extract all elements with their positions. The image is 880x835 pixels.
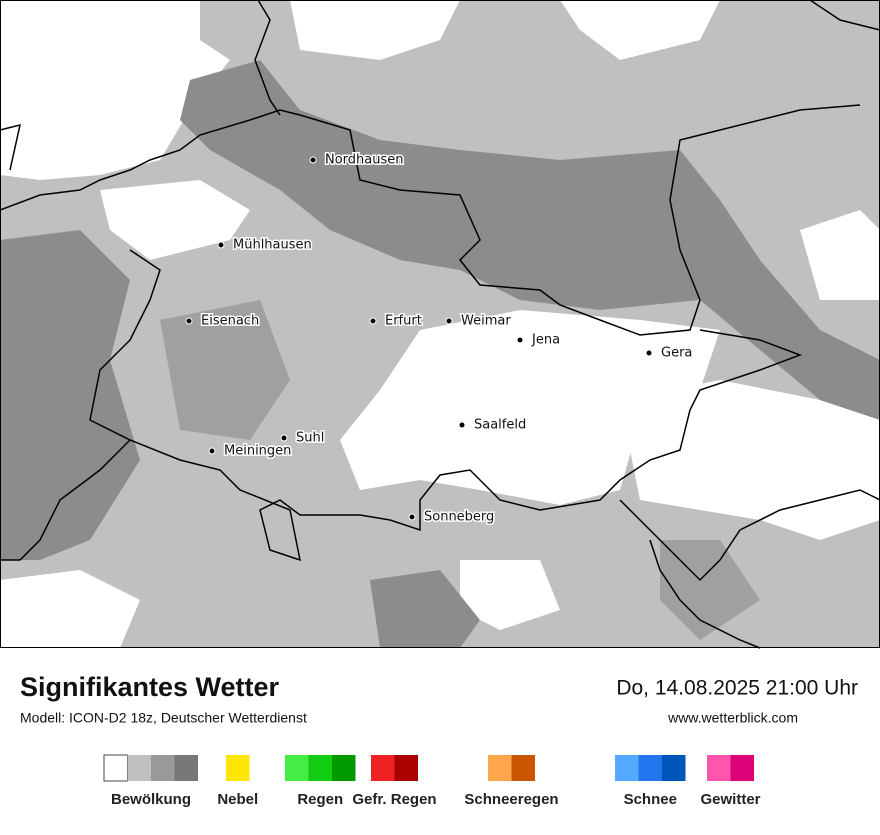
website: www.wetterblick.com [667,710,798,726]
city-label: Gera [661,346,692,361]
state-border [0,104,861,336]
clear-area [290,0,460,60]
clear-area [620,380,880,540]
city-dot [309,156,317,164]
legend-swatch [226,755,250,781]
city-dot [645,349,653,357]
legend-label: Nebel [217,791,258,808]
legend: Bewölkung Nebel Regen Gefr. Regen Schneerege… [103,754,761,808]
legend-label: Bewölkung [111,791,191,808]
legend-swatch [308,755,332,781]
city-label: Nordhausen [325,153,404,168]
cities: Nordhausen Mühlhausen Eisenach Erfurt Weimar… [185,151,694,526]
legend-label: Schneeregen [464,791,558,808]
dense-cloud [370,570,480,648]
city-dot [408,513,416,521]
legend-swatch [394,755,418,781]
legend-swatch [511,755,535,781]
state-border [0,123,21,171]
clear-area [0,570,140,648]
legend-swatch [103,754,128,782]
legend-swatch [127,755,151,781]
borders [0,0,880,649]
dense-cloud [180,60,880,420]
legend-swatch [285,755,309,781]
legend-swatch [332,755,356,781]
state-border [254,0,281,116]
legend-swatch [730,755,754,781]
clear-area [340,310,720,505]
country-border [619,489,880,582]
clear-area [800,210,880,300]
state-border [809,0,880,31]
state-border [0,439,131,561]
city-label: Eisenach [201,314,259,329]
legend-swatch [151,755,175,781]
city-dot [445,317,453,325]
city-dot [516,336,524,344]
legend-label: Gewitter [700,791,760,808]
city-label: Jena [531,333,560,348]
city-dot [280,434,288,442]
country-border [649,539,761,649]
dense-cloud [0,230,140,560]
legend-swatch [488,755,512,781]
clear-area [0,0,230,180]
city-label: Saalfeld [474,418,526,433]
legend-swatch [615,755,639,781]
datetime: Do, 14.08.2025 21:00 Uhr [616,677,858,700]
city-label: Sonneberg [424,510,494,525]
city-label: Weimar [461,314,511,329]
clear-area [560,0,720,60]
city-label: Suhl [296,431,324,446]
city-dot [208,447,216,455]
clear-area [100,180,250,260]
title: Signifikantes Wetter [20,672,280,702]
legend-swatch [174,755,198,781]
map: Nordhausen Mühlhausen Eisenach Erfurt Weimar… [0,0,880,649]
legend-label: Gefr. Regen [352,791,436,808]
city-label: Mühlhausen [233,238,312,253]
city-dot [217,241,225,249]
medium-cloud [160,300,290,440]
subtitle: Modell: ICON-D2 18z, Deutscher Wetterdie… [20,710,307,726]
city-label: Erfurt [385,314,422,329]
clear-area [460,560,560,630]
city-dot [369,317,377,325]
legend-swatch [662,755,686,781]
legend-label: Schnee [624,791,677,808]
city-label: Meiningen [224,444,291,459]
city-dot [185,317,193,325]
legend-swatch [371,755,395,781]
city-dot [458,421,466,429]
legend-swatch [638,755,662,781]
state-border [89,249,803,562]
legend-label: Regen [297,791,343,808]
legend-swatch [707,755,731,781]
